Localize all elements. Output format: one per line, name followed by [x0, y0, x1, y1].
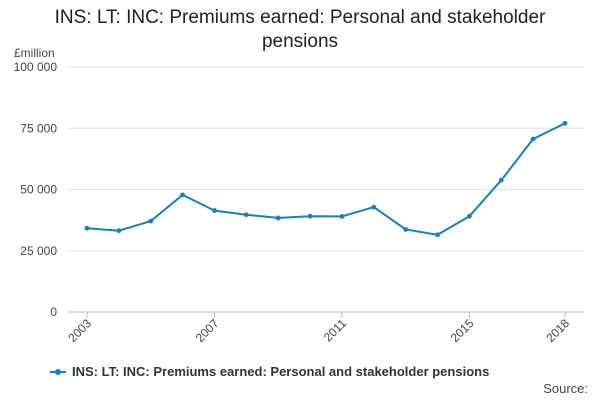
- x-tick-label: 2011: [321, 316, 349, 344]
- data-point[interactable]: [275, 215, 281, 221]
- data-point[interactable]: [498, 177, 504, 183]
- data-point[interactable]: [212, 208, 217, 213]
- y-tick-label: 50 000: [20, 183, 57, 197]
- data-point[interactable]: [530, 136, 536, 142]
- data-point[interactable]: [84, 225, 90, 231]
- data-point[interactable]: [148, 218, 154, 224]
- chart-title: INS: LT: INC: Premiums earned: Personal …: [54, 7, 546, 52]
- y-tick-label: 25 000: [20, 244, 57, 258]
- x-tick-label: 2007: [193, 316, 222, 345]
- legend-swatch: [50, 368, 66, 375]
- y-axis-unit-label: £million: [14, 46, 55, 60]
- y-tick-label: 75 000: [20, 121, 57, 135]
- data-point[interactable]: [243, 212, 249, 218]
- y-tick-label: 100 000: [14, 60, 58, 74]
- data-point[interactable]: [435, 232, 440, 238]
- source-label: Source:: [543, 381, 588, 396]
- series-line: [86, 122, 566, 236]
- y-tick-label: 0: [50, 305, 57, 319]
- legend: INS: LT: INC: Premiums earned: Personal …: [50, 364, 489, 379]
- y-axis-tick-labels: 0 25 000 50 000 75 000 100 000: [14, 60, 58, 319]
- data-point[interactable]: [467, 213, 472, 219]
- gridlines: [68, 66, 584, 313]
- series-layer: [84, 120, 568, 238]
- data-point[interactable]: [403, 227, 409, 232]
- data-point[interactable]: [307, 213, 313, 219]
- data-point[interactable]: [180, 192, 186, 198]
- data-point[interactable]: [371, 204, 377, 210]
- data-point[interactable]: [562, 120, 568, 126]
- x-tick-label: 2018: [543, 316, 572, 345]
- x-tick-label: 2015: [448, 316, 477, 345]
- data-point[interactable]: [339, 214, 345, 219]
- x-tick-label: 2003: [65, 316, 94, 345]
- legend-label: INS: LT: INC: Premiums earned: Personal …: [72, 364, 490, 379]
- data-point[interactable]: [116, 228, 122, 234]
- x-axis-ticks: 2003 2007 2011 2015 2018: [65, 312, 572, 345]
